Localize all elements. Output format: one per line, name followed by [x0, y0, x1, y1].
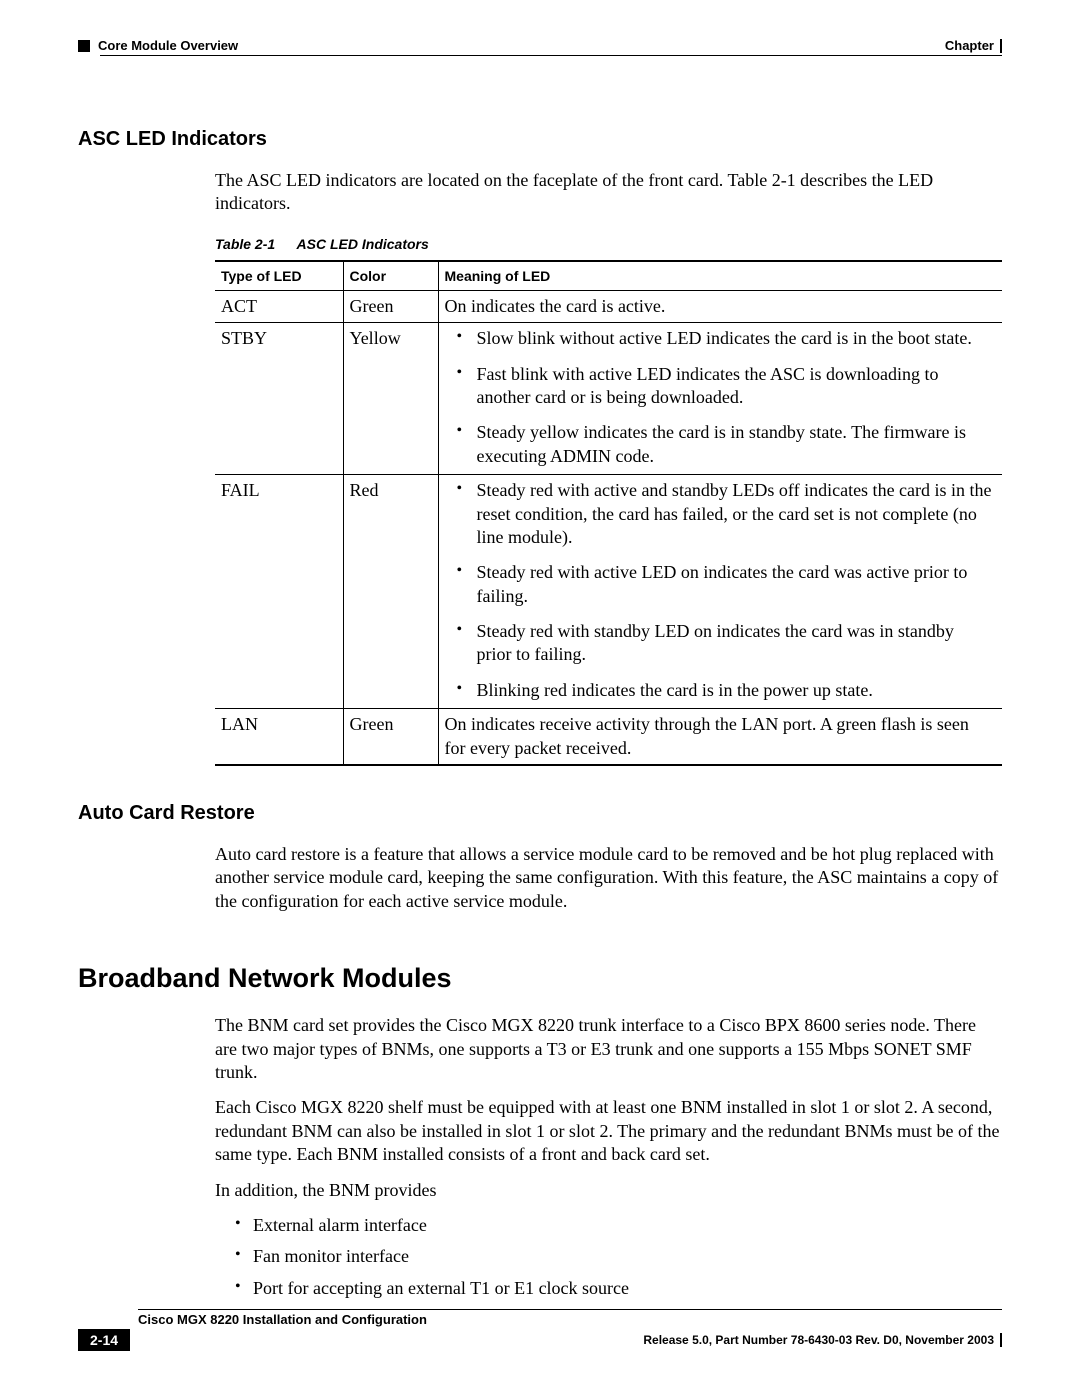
cell-color: Red: [343, 475, 438, 709]
footer-row2: 2-14 Release 5.0, Part Number 78-6430-03…: [78, 1329, 1002, 1351]
th-color: Color: [343, 261, 438, 291]
table-caption-num: Table 2-1: [215, 236, 275, 252]
page-number-badge: 2-14: [78, 1329, 130, 1351]
section-heading-bnm: Broadband Network Modules: [78, 963, 1002, 994]
section2: Auto Card Restore Auto card restore is a…: [78, 802, 1002, 913]
list-item: Blinking red indicates the card is in th…: [463, 679, 993, 702]
table-caption: Table 2-1 ASC LED Indicators: [215, 236, 1002, 252]
cell-color: Green: [343, 709, 438, 765]
table-row: FAIL Red Steady red with active and stan…: [215, 475, 1002, 709]
list-item: Steady yellow indicates the card is in s…: [463, 421, 993, 468]
section1-body: The ASC LED indicators are located on th…: [215, 169, 1002, 766]
list-item: Slow blink without active LED indicates …: [463, 327, 993, 350]
footer-divider-icon: [1000, 1333, 1002, 1347]
cell-color: Yellow: [343, 323, 438, 475]
page-footer: Cisco MGX 8220 Installation and Configur…: [78, 1309, 1002, 1351]
footer-release-text: Release 5.0, Part Number 78-6430-03 Rev.…: [643, 1333, 994, 1347]
table-row: STBY Yellow Slow blink without active LE…: [215, 323, 1002, 475]
table-caption-text: ASC LED Indicators: [297, 236, 429, 252]
header-section-label: Core Module Overview: [98, 38, 238, 53]
meaning-list: Steady red with active and standby LEDs …: [445, 479, 993, 702]
header-square-icon: [78, 40, 90, 52]
section3-p1: The BNM card set provides the Cisco MGX …: [215, 1014, 1002, 1084]
section-heading-asc-led: ASC LED Indicators: [78, 128, 1002, 151]
page-header: Core Module Overview Chapter: [78, 38, 1002, 53]
list-item: Steady red with active LED on indicates …: [463, 561, 993, 608]
list-item: Fan monitor interface: [235, 1245, 1002, 1268]
cell-type: STBY: [215, 323, 343, 475]
footer-doc-title: Cisco MGX 8220 Installation and Configur…: [138, 1312, 427, 1327]
led-table: Type of LED Color Meaning of LED ACT Gre…: [215, 260, 1002, 766]
list-item: Steady red with standby LED on indicates…: [463, 620, 993, 667]
footer-rule: [138, 1309, 1002, 1310]
bnm-bullet-list: External alarm interface Fan monitor int…: [235, 1214, 1002, 1300]
cell-meaning: On indicates receive activity through th…: [438, 709, 1002, 765]
table-row: ACT Green On indicates the card is activ…: [215, 290, 1002, 322]
list-item: Fast blink with active LED indicates the…: [463, 363, 993, 410]
table-header-row: Type of LED Color Meaning of LED: [215, 261, 1002, 291]
th-meaning: Meaning of LED: [438, 261, 1002, 291]
cell-color: Green: [343, 290, 438, 322]
header-right: Chapter: [945, 38, 1002, 53]
section2-body: Auto card restore is a feature that allo…: [215, 843, 1002, 913]
footer-row1: Cisco MGX 8220 Installation and Configur…: [78, 1312, 1002, 1327]
section-heading-auto-card-restore: Auto Card Restore: [78, 802, 1002, 825]
header-chapter-label: Chapter: [945, 38, 994, 53]
list-item: Port for accepting an external T1 or E1 …: [235, 1277, 1002, 1300]
page-content: ASC LED Indicators The ASC LED indicator…: [78, 128, 1002, 1300]
header-rule: [100, 55, 1002, 56]
table-row: LAN Green On indicates receive activity …: [215, 709, 1002, 765]
cell-type: ACT: [215, 290, 343, 322]
th-type: Type of LED: [215, 261, 343, 291]
list-item: Steady red with active and standby LEDs …: [463, 479, 993, 549]
cell-type: FAIL: [215, 475, 343, 709]
section3-body: The BNM card set provides the Cisco MGX …: [215, 1014, 1002, 1300]
cell-meaning: On indicates the card is active.: [438, 290, 1002, 322]
header-divider-icon: [1000, 39, 1002, 53]
section3-p2: Each Cisco MGX 8220 shelf must be equipp…: [215, 1096, 1002, 1166]
cell-meaning: Steady red with active and standby LEDs …: [438, 475, 1002, 709]
cell-type: LAN: [215, 709, 343, 765]
section1-intro: The ASC LED indicators are located on th…: [215, 169, 1002, 216]
list-item: External alarm interface: [235, 1214, 1002, 1237]
section3-p3: In addition, the BNM provides: [215, 1179, 1002, 1202]
header-left: Core Module Overview: [78, 38, 238, 53]
cell-meaning: Slow blink without active LED indicates …: [438, 323, 1002, 475]
meaning-list: Slow blink without active LED indicates …: [445, 327, 993, 468]
section2-para: Auto card restore is a feature that allo…: [215, 843, 1002, 913]
